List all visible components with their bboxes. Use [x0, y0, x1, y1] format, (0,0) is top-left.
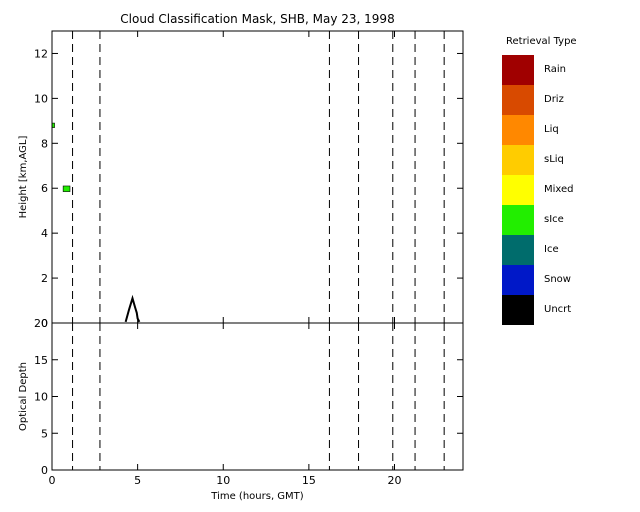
height-ytick-label-8: 8: [41, 137, 48, 150]
xtick-label-20: 20: [388, 474, 402, 487]
optical-depth-ytick-label-0: 0: [41, 464, 48, 477]
legend-title: Retrieval Type: [506, 36, 577, 47]
legend-swatch-sliq: [502, 145, 534, 175]
xtick-label-10: 10: [216, 474, 230, 487]
optical-depth-ytick-label-15: 15: [34, 354, 48, 367]
optical-depth-ylabel: Optical Depth: [18, 362, 29, 431]
legend-label-sice: sIce: [544, 214, 564, 225]
optical-depth-axes-frame: [51, 322, 464, 471]
legend-label-mixed: Mixed: [544, 184, 574, 195]
height-axes-frame: [51, 30, 464, 324]
xtick-label-0: 0: [49, 474, 56, 487]
legend-label-ice: Ice: [544, 244, 559, 255]
optical-depth-ytick-label-5: 5: [41, 427, 48, 440]
legend-item-ice: Ice: [502, 235, 606, 265]
legend-swatch-sice: [502, 205, 534, 235]
retrieval-type-legend: Retrieval Type Rain Driz Liq sLiq Mixed …: [496, 36, 606, 326]
chart-title: Cloud Classification Mask, SHB, May 23, …: [120, 12, 394, 26]
height-ytick-label-12: 12: [34, 47, 48, 60]
legend-swatch-mixed: [502, 175, 534, 205]
height-ylabel: Height [km,AGL]: [18, 136, 29, 219]
xlabel: Time (hours, GMT): [210, 491, 304, 502]
height-ytick-label-4: 4: [41, 227, 48, 240]
legend-item-driz: Driz: [502, 85, 606, 115]
legend-item-snow: Snow: [502, 265, 606, 295]
xtick-label-15: 15: [302, 474, 316, 487]
legend-label-sliq: sLiq: [544, 154, 564, 165]
legend-item-sliq: sLiq: [502, 145, 606, 175]
optical-depth-ytick-label-20: 20: [34, 317, 48, 330]
legend-swatch-rain: [502, 55, 534, 85]
legend-label-uncrt: Uncrt: [544, 304, 572, 315]
cloud-cell-2: [62, 185, 71, 192]
legend-item-uncrt: Uncrt: [502, 295, 606, 325]
optical-depth-ytick-label-10: 10: [34, 391, 48, 404]
height-ytick-label-2: 2: [41, 272, 48, 285]
legend-label-driz: Driz: [544, 94, 564, 105]
legend-swatch-driz: [502, 85, 534, 115]
legend-label-rain: Rain: [544, 64, 566, 75]
legend-item-rain: Rain: [502, 55, 606, 85]
legend-swatch-uncrt: [502, 295, 534, 325]
height-ytick-label-6: 6: [41, 182, 48, 195]
height-ytick-label-0: 0: [41, 317, 48, 330]
legend-item-mixed: Mixed: [502, 175, 606, 205]
legend-swatch-ice: [502, 235, 534, 265]
legend-label-liq: Liq: [544, 124, 559, 135]
legend-item-liq: Liq: [502, 115, 606, 145]
xtick-label-5: 5: [134, 474, 141, 487]
height-ytick-label-10: 10: [34, 92, 48, 105]
legend-swatch-snow: [502, 265, 534, 295]
legend-item-sice: sIce: [502, 205, 606, 235]
legend-label-snow: Snow: [544, 274, 571, 285]
legend-swatch-liq: [502, 115, 534, 145]
